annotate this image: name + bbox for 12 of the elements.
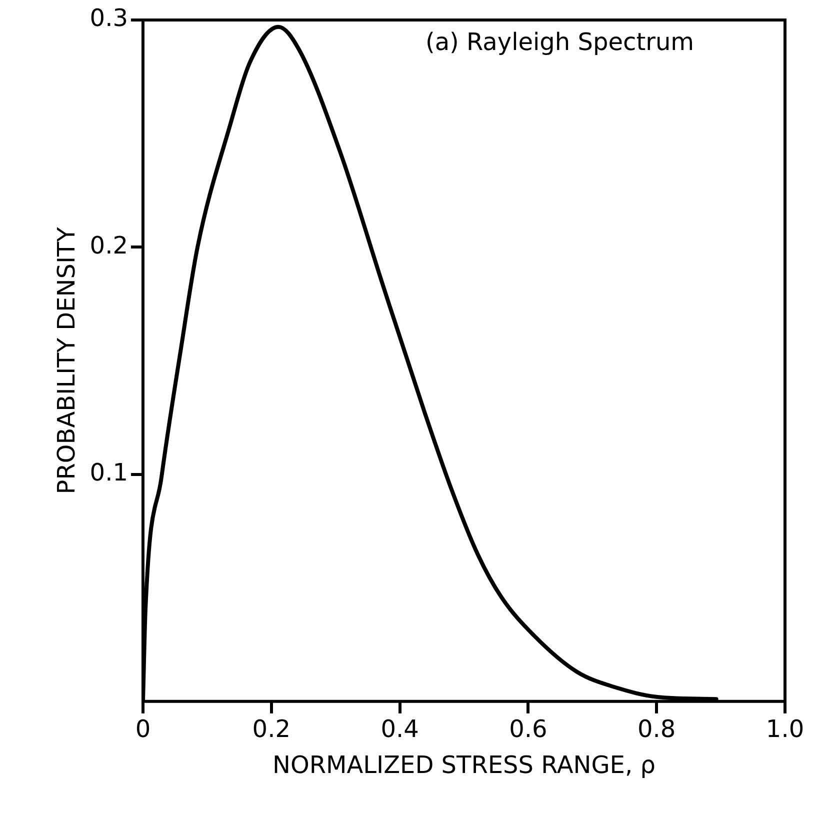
- x-tick-label: 0: [135, 715, 151, 744]
- annotation: (a) Rayleigh Spectrum: [425, 28, 694, 56]
- y-tick-label: 0.1: [90, 458, 128, 486]
- x-axis-title: NORMALIZED STRESS RANGE, ρ: [272, 750, 656, 779]
- y-axis-title: PROBABILITY DENSITY: [52, 226, 81, 494]
- x-tick-label: 1.0: [766, 715, 804, 744]
- x-tick-label: 0.4: [380, 715, 419, 744]
- x-tick-label: 0.8: [638, 715, 676, 744]
- y-tick-label: 0.2: [90, 231, 128, 260]
- x-tick-label: 0.6: [509, 715, 548, 744]
- y-tick-label: 0.3: [90, 4, 128, 32]
- x-tick-label: 0.2: [252, 715, 290, 744]
